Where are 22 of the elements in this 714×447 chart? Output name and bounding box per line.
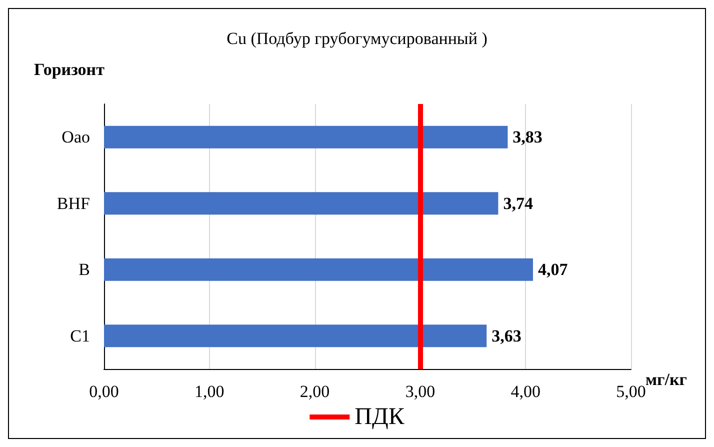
data-label: 3,83 (512, 128, 542, 147)
x-tick-label: 4,00 (510, 382, 540, 401)
legend-label: ПДК (354, 404, 406, 430)
x-axis-title: мг/кг (645, 370, 688, 389)
y-tick-label: B (78, 260, 90, 280)
x-tick-label: 0,00 (89, 382, 119, 401)
y-tick-label: C1 (70, 326, 90, 346)
x-tick-label: 2,00 (300, 382, 330, 401)
data-label: 4,07 (538, 260, 568, 280)
y-tick-label: BHF (56, 194, 90, 213)
data-label: 3,74 (503, 194, 534, 213)
x-tick-label: 1,00 (194, 382, 224, 401)
bar (104, 126, 508, 148)
y-tick-label: Oao (62, 128, 90, 147)
bar (104, 258, 533, 281)
bar (104, 192, 498, 215)
y-axis-title: Горизонт (34, 60, 106, 79)
chart-title: Cu (Подбур грубогумусированный ) (226, 29, 488, 48)
x-tick-label: 5,00 (616, 382, 646, 401)
x-tick-label: 3,00 (405, 382, 436, 401)
bar (104, 324, 487, 348)
data-label: 3,63 (492, 326, 522, 346)
